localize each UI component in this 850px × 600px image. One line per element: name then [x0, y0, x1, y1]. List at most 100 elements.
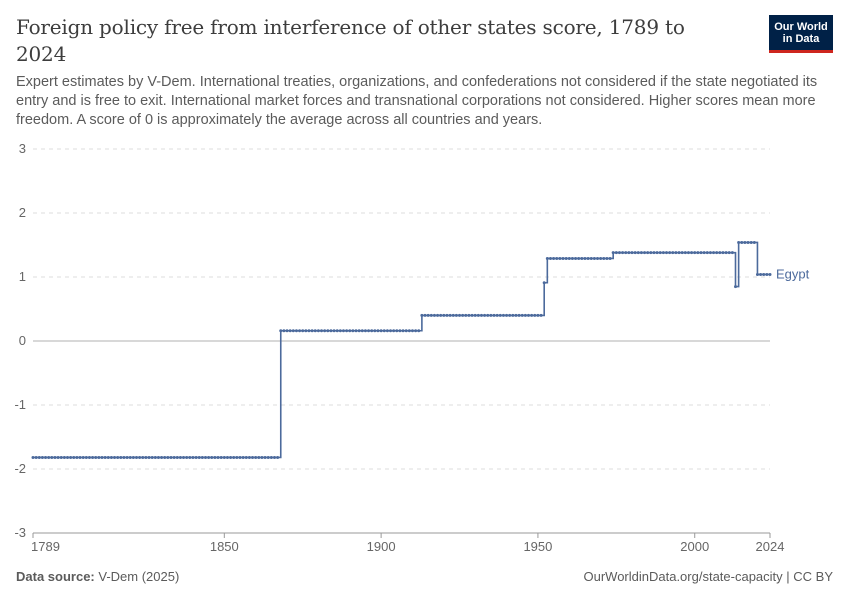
- data-point[interactable]: [169, 455, 173, 459]
- data-point[interactable]: [611, 251, 615, 255]
- data-point[interactable]: [379, 329, 383, 333]
- data-point[interactable]: [91, 455, 95, 459]
- data-point[interactable]: [498, 313, 502, 317]
- data-point[interactable]: [175, 455, 179, 459]
- data-point[interactable]: [301, 329, 305, 333]
- data-point[interactable]: [222, 455, 226, 459]
- data-point[interactable]: [87, 455, 91, 459]
- data-point[interactable]: [426, 313, 430, 317]
- data-point[interactable]: [727, 251, 731, 255]
- data-point[interactable]: [414, 329, 418, 333]
- source-url-link[interactable]: OurWorldinData.org/state-capacity | CC B…: [583, 569, 833, 584]
- data-point[interactable]: [254, 455, 258, 459]
- data-point[interactable]: [50, 455, 54, 459]
- data-point[interactable]: [404, 329, 408, 333]
- data-point[interactable]: [567, 256, 571, 260]
- data-point[interactable]: [163, 455, 167, 459]
- data-point[interactable]: [332, 329, 336, 333]
- data-point[interactable]: [511, 313, 515, 317]
- data-point[interactable]: [533, 313, 537, 317]
- data-point[interactable]: [417, 329, 421, 333]
- data-point[interactable]: [583, 256, 587, 260]
- data-point[interactable]: [646, 251, 650, 255]
- data-point[interactable]: [182, 455, 186, 459]
- data-point[interactable]: [395, 329, 399, 333]
- data-point[interactable]: [65, 455, 69, 459]
- data-point[interactable]: [213, 455, 217, 459]
- data-point[interactable]: [470, 313, 474, 317]
- data-point[interactable]: [81, 455, 85, 459]
- data-point[interactable]: [367, 329, 371, 333]
- data-point[interactable]: [514, 313, 518, 317]
- data-point[interactable]: [401, 329, 405, 333]
- data-point[interactable]: [617, 251, 621, 255]
- data-point[interactable]: [310, 329, 314, 333]
- data-point[interactable]: [765, 272, 769, 276]
- data-point[interactable]: [668, 251, 672, 255]
- data-point[interactable]: [62, 455, 66, 459]
- data-point[interactable]: [461, 313, 465, 317]
- data-point[interactable]: [53, 455, 57, 459]
- data-point[interactable]: [721, 251, 725, 255]
- data-point[interactable]: [586, 256, 590, 260]
- data-point[interactable]: [225, 455, 229, 459]
- data-point[interactable]: [160, 455, 164, 459]
- data-point[interactable]: [740, 240, 744, 244]
- data-point[interactable]: [376, 329, 380, 333]
- data-point[interactable]: [78, 455, 82, 459]
- data-point[interactable]: [410, 329, 414, 333]
- data-point[interactable]: [269, 455, 273, 459]
- data-point[interactable]: [282, 329, 286, 333]
- data-point[interactable]: [203, 455, 207, 459]
- data-point[interactable]: [602, 256, 606, 260]
- data-point[interactable]: [345, 329, 349, 333]
- data-point[interactable]: [382, 329, 386, 333]
- data-point[interactable]: [178, 455, 182, 459]
- data-point[interactable]: [677, 251, 681, 255]
- data-point[interactable]: [658, 251, 662, 255]
- data-point[interactable]: [185, 455, 189, 459]
- data-point[interactable]: [467, 313, 471, 317]
- data-point[interactable]: [665, 251, 669, 255]
- data-point[interactable]: [348, 329, 352, 333]
- data-point[interactable]: [216, 455, 220, 459]
- data-point[interactable]: [671, 251, 675, 255]
- data-point[interactable]: [235, 455, 239, 459]
- data-point[interactable]: [749, 240, 753, 244]
- data-point[interactable]: [762, 272, 766, 276]
- data-point[interactable]: [495, 313, 499, 317]
- data-point[interactable]: [570, 256, 574, 260]
- data-point[interactable]: [266, 455, 270, 459]
- data-point[interactable]: [420, 313, 424, 317]
- data-point[interactable]: [44, 455, 48, 459]
- data-point[interactable]: [577, 256, 581, 260]
- data-point[interactable]: [304, 329, 308, 333]
- data-point[interactable]: [251, 455, 255, 459]
- data-point[interactable]: [191, 455, 195, 459]
- data-point[interactable]: [37, 455, 41, 459]
- data-point[interactable]: [288, 329, 292, 333]
- data-point[interactable]: [718, 251, 722, 255]
- data-point[interactable]: [492, 313, 496, 317]
- data-point[interactable]: [279, 329, 283, 333]
- data-point[interactable]: [307, 329, 311, 333]
- data-point[interactable]: [100, 455, 104, 459]
- data-point[interactable]: [661, 251, 665, 255]
- data-point[interactable]: [752, 240, 756, 244]
- data-point[interactable]: [501, 313, 505, 317]
- data-point[interactable]: [686, 251, 690, 255]
- data-point[interactable]: [72, 455, 76, 459]
- data-point[interactable]: [539, 313, 543, 317]
- data-point[interactable]: [138, 455, 142, 459]
- data-point[interactable]: [564, 256, 568, 260]
- data-point[interactable]: [768, 272, 772, 276]
- data-point[interactable]: [429, 313, 433, 317]
- data-point[interactable]: [712, 251, 716, 255]
- data-point[interactable]: [197, 455, 201, 459]
- data-point[interactable]: [605, 256, 609, 260]
- data-point[interactable]: [596, 256, 600, 260]
- data-point[interactable]: [476, 313, 480, 317]
- data-point[interactable]: [621, 251, 625, 255]
- data-point[interactable]: [385, 329, 389, 333]
- data-point[interactable]: [260, 455, 264, 459]
